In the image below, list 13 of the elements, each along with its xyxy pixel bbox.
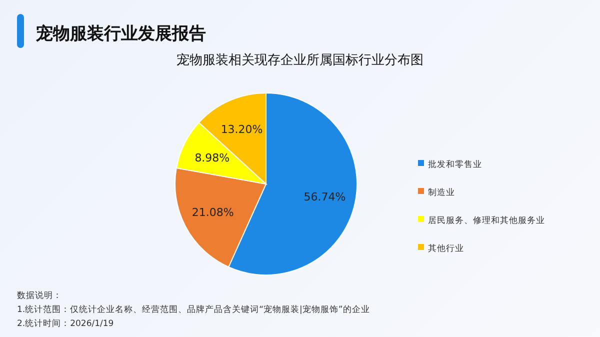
chart-title: 宠物服装行业发展报告 [35, 24, 206, 44]
text: 1.统计范围：仅统计企业名称、经营范围、品牌产品含关键词“宠物服装|宠物服饰”的企业 [17, 304, 370, 315]
data-label: 13.20% [220, 123, 263, 136]
legend-label: 居民服务、修理和其他服务业 [428, 215, 545, 226]
chart-subtitle: 宠物服装相关现存企业所属国标行业分布图 [176, 53, 424, 68]
legend-label: 其他行业 [428, 243, 464, 254]
data-label: 21.08% [192, 206, 234, 220]
legend-label: 批发和零售业 [428, 159, 482, 170]
text: 2.统计时间：2026/1/19 [17, 318, 114, 329]
data-label: 56.74% [304, 190, 346, 204]
text: 数据说明： [17, 290, 62, 301]
data-label: 8.98% [194, 151, 230, 164]
legend-label: 制造业 [428, 187, 455, 198]
